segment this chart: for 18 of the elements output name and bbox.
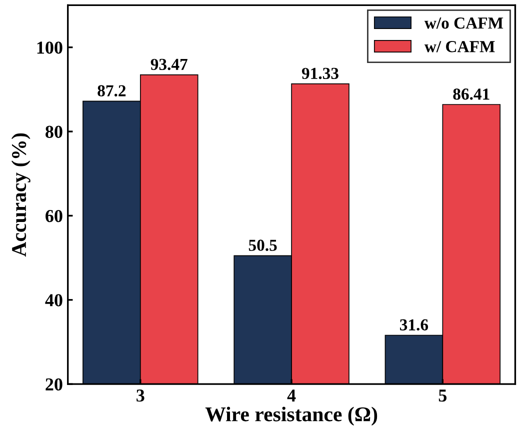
- x-tick-label: 4: [287, 390, 296, 402]
- y-axis-title: Accuracy (%): [11, 133, 30, 257]
- y-tick-label: 100: [37, 42, 62, 54]
- data-label: 86.41: [453, 88, 490, 100]
- y-tick-label: 40: [45, 294, 62, 306]
- x-tick-label: 5: [438, 390, 447, 402]
- data-label: 50.5: [248, 240, 277, 251]
- legend-label: w/ CAFM: [424, 41, 495, 52]
- x-tick-label: 3: [136, 390, 144, 402]
- y-tick-label: 80: [46, 126, 62, 138]
- data-label: 91.33: [302, 68, 338, 80]
- y-tick-label: 60: [46, 210, 62, 222]
- x-axis-title: Wire resistance (Ω): [205, 406, 378, 426]
- y-tick-label: 20: [46, 378, 62, 391]
- data-label: 93.47: [150, 58, 188, 70]
- legend-label: w/o CAFM: [424, 18, 504, 29]
- data-label: 87.2: [98, 85, 126, 96]
- data-label: 31.6: [400, 319, 428, 331]
